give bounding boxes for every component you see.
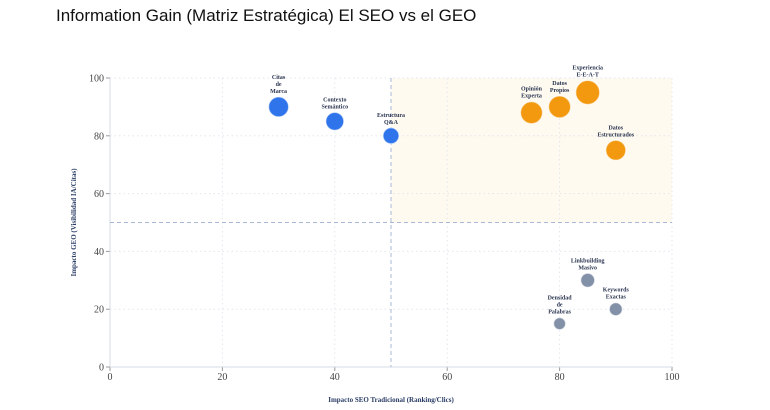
- point-label: Contexto: [323, 97, 346, 103]
- y-axis-label: Impacto GEO (Visibilidad IA/Citas): [70, 168, 78, 277]
- point-label: E-E-A-T: [577, 72, 599, 78]
- x-tick-label: 20: [217, 372, 227, 383]
- bubble-point: [382, 127, 400, 145]
- point-label: Experiencia: [572, 65, 603, 71]
- x-axis-label: Impacto SEO Tradicional (Ranking/Clics): [328, 396, 454, 404]
- point-label: Datos: [608, 125, 623, 131]
- point-label: Estructurados: [597, 132, 634, 138]
- bubble-point: [575, 79, 601, 106]
- bubble-point: [552, 317, 567, 331]
- x-tick-label: 100: [665, 372, 680, 383]
- x-tick-label: 0: [108, 372, 113, 383]
- y-tick-label: 20: [94, 305, 104, 316]
- y-tick-label: 80: [94, 131, 104, 142]
- bubble-point: [325, 111, 345, 131]
- bubble-point: [547, 95, 572, 119]
- y-tick-label: 0: [99, 363, 104, 374]
- point-label: Palabras: [548, 310, 571, 316]
- point-label: Exactas: [606, 295, 627, 301]
- point-label: Marca: [270, 89, 287, 95]
- point-label: Estructura: [377, 113, 405, 119]
- point-label: Datos: [552, 81, 567, 87]
- point-label: Linkbuilding: [571, 258, 605, 264]
- y-tick-label: 40: [94, 247, 104, 258]
- x-tick-label: 60: [442, 372, 452, 383]
- point-label: Propios: [550, 88, 570, 94]
- point-label: Semántico: [321, 104, 348, 110]
- x-tick-label: 40: [330, 372, 340, 383]
- bubble-point: [519, 101, 544, 125]
- point-label: de: [557, 303, 563, 309]
- point-label: Densidad: [548, 296, 573, 302]
- x-tick-label: 80: [555, 372, 565, 383]
- point-label: Masivo: [578, 265, 597, 271]
- point-label: Experta: [521, 94, 542, 100]
- bubble-point: [608, 302, 623, 317]
- point-label: Q&A: [384, 120, 399, 126]
- y-tick-label: 60: [94, 189, 104, 200]
- y-tick-label: 100: [89, 74, 104, 85]
- point-label: de: [276, 82, 282, 88]
- point-label: Opinión: [521, 87, 543, 93]
- bubble-point: [580, 272, 596, 288]
- chart-title: Information Gain (Matriz Estratégica) El…: [56, 6, 477, 25]
- point-label: Citas: [272, 75, 286, 81]
- bubble-point: [268, 96, 290, 118]
- point-label: Keywords: [603, 288, 630, 294]
- bubble-point: [605, 139, 627, 161]
